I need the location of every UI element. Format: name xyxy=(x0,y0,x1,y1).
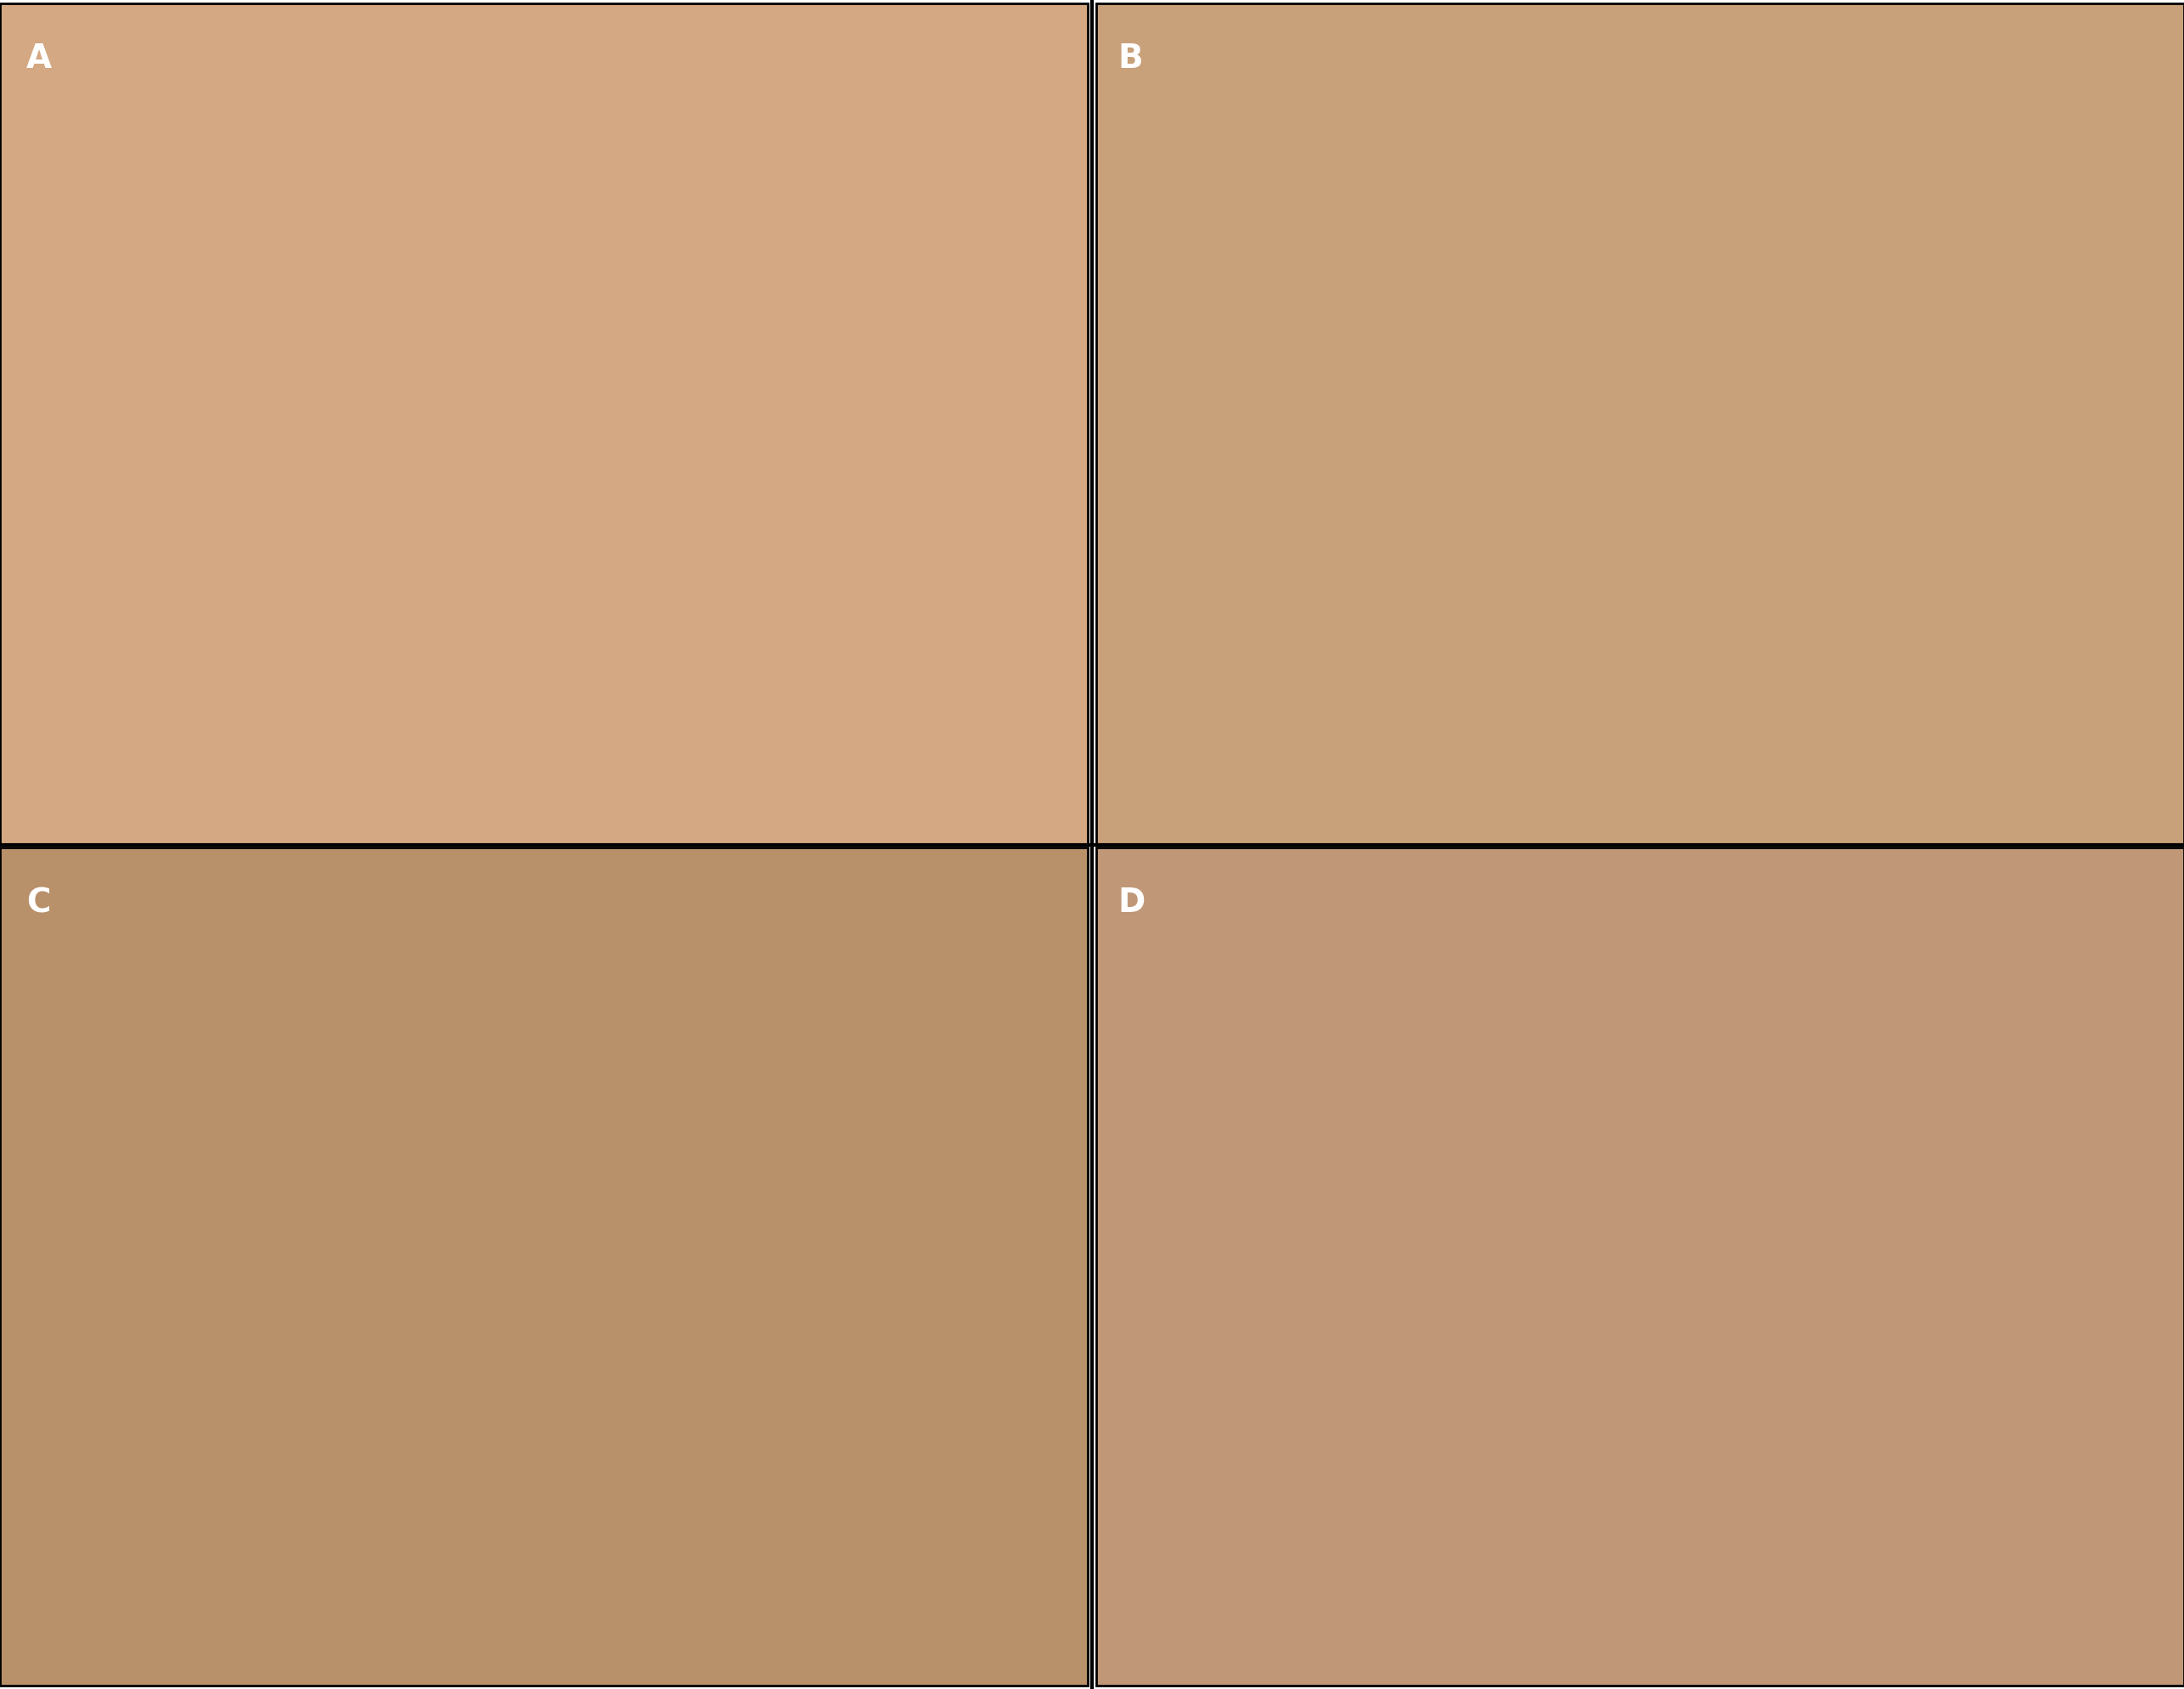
FancyBboxPatch shape xyxy=(0,3,1088,844)
Text: A: A xyxy=(26,42,52,74)
FancyBboxPatch shape xyxy=(1096,848,2184,1686)
FancyBboxPatch shape xyxy=(1096,3,2184,844)
Text: B: B xyxy=(1118,42,1144,74)
FancyBboxPatch shape xyxy=(0,848,1088,1686)
Text: C: C xyxy=(26,887,50,919)
Text: D: D xyxy=(1118,887,1147,919)
